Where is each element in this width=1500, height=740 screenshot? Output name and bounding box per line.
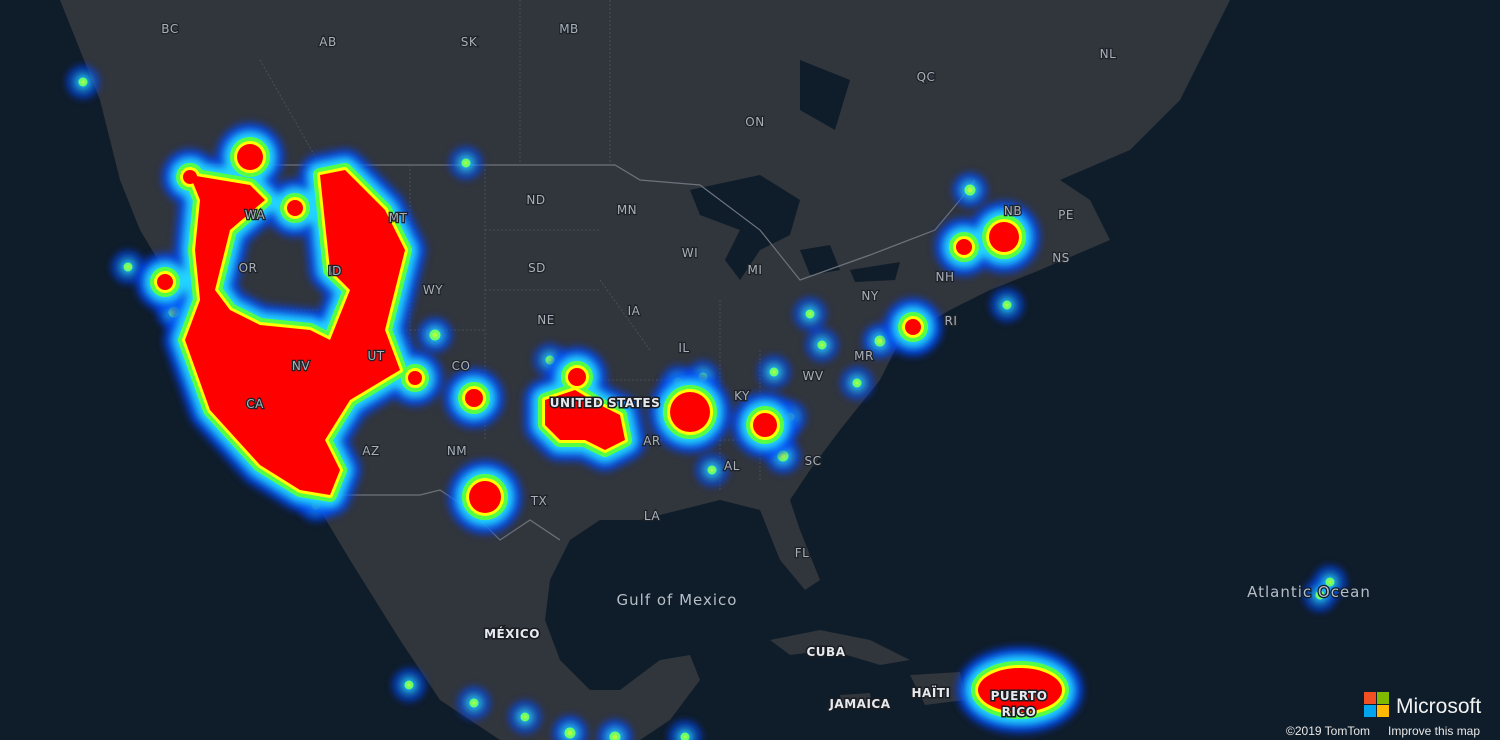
sea-label: Gulf of Mexico <box>617 591 738 609</box>
country-label: RICO <box>1002 705 1037 719</box>
region-label: WA <box>245 208 266 222</box>
logo-square <box>1377 705 1389 717</box>
region-label: QC <box>917 70 936 84</box>
country-label: PUERTO <box>991 689 1048 703</box>
region-label: LA <box>644 509 660 523</box>
logo-text: Microsoft <box>1396 695 1481 718</box>
region-label: OR <box>239 261 258 275</box>
region-label: WV <box>802 369 823 383</box>
country-label: JAMAICA <box>828 697 890 711</box>
region-label: MT <box>389 211 408 225</box>
country-label: HAÏTI <box>912 685 951 700</box>
country-label: CUBA <box>807 645 846 659</box>
region-label: NS <box>1052 251 1070 265</box>
region-label: NY <box>861 289 878 303</box>
region-label: NL <box>1100 47 1117 61</box>
region-label: NM <box>447 444 467 458</box>
region-label: SC <box>805 454 822 468</box>
region-label: MB <box>559 22 579 36</box>
region-label: BC <box>161 22 178 36</box>
region-label: NE <box>537 313 555 327</box>
sea-label: Atlantic Ocean <box>1247 583 1371 601</box>
region-label: ND <box>526 193 545 207</box>
improve-link[interactable]: Improve this map <box>1388 724 1480 738</box>
region-label: AZ <box>362 444 379 458</box>
copyright: ©2019 TomTom <box>1286 724 1370 738</box>
attribution-bg <box>1282 722 1500 740</box>
region-label: IL <box>678 341 689 355</box>
region-label: IA <box>628 304 641 318</box>
region-label: WY <box>423 283 443 297</box>
country-label: UNITED STATES <box>550 396 661 410</box>
region-label: AL <box>724 459 740 473</box>
region-label: KY <box>734 389 750 403</box>
logo-square <box>1377 692 1389 704</box>
logo-square <box>1364 705 1376 717</box>
region-label: NV <box>292 359 310 373</box>
region-label: MN <box>617 203 637 217</box>
region-label: MR <box>854 349 874 363</box>
region-label: RI <box>945 314 958 328</box>
region-label: AB <box>319 35 336 49</box>
country-label: MÉXICO <box>484 626 540 641</box>
region-label: AR <box>643 434 661 448</box>
region-label: FL <box>795 546 810 560</box>
region-label: TX <box>530 494 548 508</box>
region-label: CO <box>452 359 471 373</box>
region-label: SD <box>528 261 546 275</box>
region-label: SK <box>461 35 478 49</box>
logo-square <box>1364 692 1376 704</box>
region-label: WI <box>682 246 698 260</box>
region-label: NH <box>936 270 955 284</box>
region-label: NB <box>1004 204 1022 218</box>
map-labels: BC AB SK MB NL QC ON NB PE NS ND MN WI M… <box>160 21 1371 721</box>
region-label: UT <box>367 349 384 363</box>
region-label: ID <box>328 264 342 278</box>
region-label: CA <box>246 397 264 411</box>
logo: Microsoft <box>1364 692 1481 718</box>
region-label: MI <box>748 263 763 277</box>
region-label: ON <box>745 115 764 129</box>
region-label: PE <box>1058 208 1074 222</box>
